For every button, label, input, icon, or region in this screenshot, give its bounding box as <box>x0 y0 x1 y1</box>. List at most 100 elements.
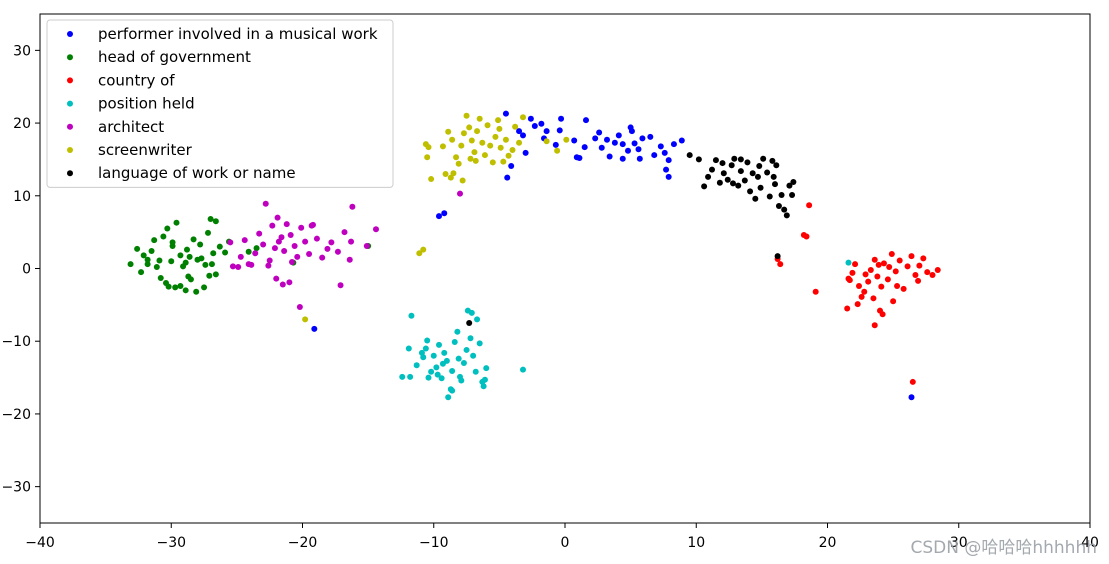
data-point <box>198 255 205 262</box>
data-point <box>744 159 751 166</box>
data-point <box>169 239 176 246</box>
data-point <box>573 154 580 161</box>
data-point <box>428 368 435 375</box>
data-point <box>302 316 309 323</box>
data-point <box>770 173 777 180</box>
data-point <box>459 177 466 184</box>
data-point <box>245 248 252 255</box>
data-point <box>631 140 638 147</box>
data-point <box>184 246 190 253</box>
data-point <box>496 125 503 132</box>
data-point <box>892 268 899 275</box>
data-point <box>449 368 456 375</box>
data-point <box>433 364 440 371</box>
data-point <box>856 282 862 289</box>
data-point <box>896 257 903 264</box>
data-point <box>854 301 861 308</box>
data-point <box>140 252 147 259</box>
data-point <box>505 152 512 159</box>
legend-label: performer involved in a musical work <box>98 25 378 43</box>
data-point <box>206 272 213 279</box>
data-point <box>581 144 588 151</box>
data-point <box>134 245 141 252</box>
data-point <box>273 275 280 282</box>
legend-label: language of work or name <box>98 164 296 182</box>
data-point <box>253 245 260 252</box>
data-point <box>308 222 315 229</box>
data-point <box>144 261 151 268</box>
data-point <box>229 263 236 270</box>
data-point <box>281 248 288 255</box>
legend-box <box>46 19 394 188</box>
data-point <box>497 144 504 151</box>
data-point <box>701 183 708 190</box>
data-point <box>520 114 526 121</box>
data-point <box>716 179 723 186</box>
data-point <box>596 129 603 136</box>
data-point <box>279 281 286 288</box>
data-point <box>474 128 481 135</box>
data-point <box>363 242 370 249</box>
data-point <box>849 269 856 276</box>
data-point <box>598 144 605 151</box>
data-point <box>447 174 454 181</box>
data-point <box>283 221 290 228</box>
data-point <box>441 349 448 356</box>
data-point <box>786 182 793 189</box>
data-point <box>172 284 179 291</box>
data-point <box>520 366 526 373</box>
data-point <box>502 136 509 143</box>
data-point <box>302 238 309 245</box>
data-point <box>275 238 282 245</box>
data-point <box>783 212 790 219</box>
data-point <box>481 376 488 383</box>
data-point <box>185 273 192 280</box>
data-point <box>719 160 726 167</box>
data-point <box>752 195 759 202</box>
legend-label: position held <box>98 95 195 113</box>
data-point <box>405 345 412 352</box>
data-point <box>760 155 767 162</box>
data-point <box>867 266 874 273</box>
data-point <box>657 143 664 150</box>
data-point <box>319 254 326 261</box>
axes-layer: −40 −30 −20 −10 0 10 20 30 40 −30 −20 −10 0 10 20 30 <box>1 13 1099 551</box>
data-point <box>445 394 452 401</box>
data-point <box>324 245 331 252</box>
data-point <box>665 157 672 164</box>
watermark: CSDN @哈哈哈hhhhhh <box>910 538 1097 558</box>
data-point <box>651 152 658 159</box>
data-point <box>296 304 303 311</box>
data-point <box>208 261 215 268</box>
data-point <box>425 374 432 381</box>
data-point <box>334 248 341 255</box>
data-point <box>287 232 294 239</box>
data-point <box>915 277 922 284</box>
data-point <box>436 213 442 220</box>
data-point <box>144 256 151 263</box>
legend-label: country of <box>98 71 175 89</box>
data-point <box>764 169 771 176</box>
data-point <box>349 203 356 210</box>
data-point <box>436 341 442 348</box>
data-point <box>737 168 744 175</box>
data-point <box>294 253 301 260</box>
data-point <box>865 278 872 285</box>
data-point <box>890 298 897 305</box>
data-point <box>904 263 911 270</box>
data-point <box>313 235 320 242</box>
data-point <box>460 360 467 367</box>
data-point <box>260 241 267 248</box>
data-point <box>678 137 685 144</box>
data-point <box>858 293 865 300</box>
x-tick-label: −20 <box>288 535 318 551</box>
data-point <box>520 132 526 139</box>
data-point <box>583 117 589 124</box>
data-point <box>730 180 736 187</box>
data-point <box>168 258 175 265</box>
data-point <box>420 246 427 253</box>
data-point <box>686 152 693 159</box>
data-point <box>286 279 293 286</box>
legend-marker <box>67 100 73 107</box>
data-point <box>476 115 483 122</box>
